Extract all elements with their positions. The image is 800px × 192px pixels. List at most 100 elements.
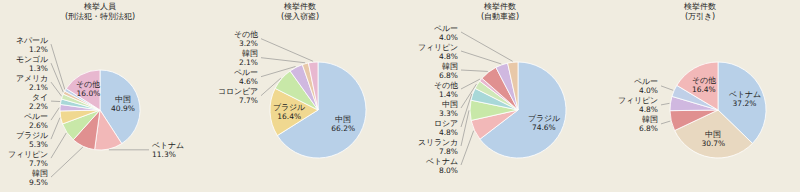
data-label: スリランカ7.8% bbox=[418, 138, 458, 156]
leader-line bbox=[261, 78, 281, 96]
data-label: 中国40.9% bbox=[111, 95, 135, 113]
data-label-category: その他 bbox=[76, 80, 100, 89]
data-label: ブラジル74.6% bbox=[528, 114, 560, 132]
chart-title: 検挙件数(万引き) bbox=[684, 2, 716, 21]
data-label-value: 1.3% bbox=[29, 64, 48, 73]
data-label-category: スリランカ bbox=[418, 138, 458, 147]
figure: 検挙人員(刑法犯・特別法犯)中国40.9%その他16.0%ネパール1.2%モンゴ… bbox=[0, 0, 800, 192]
data-label-category: フィリピン bbox=[418, 43, 458, 52]
data-label-category: ネパール bbox=[16, 36, 48, 45]
data-label: コロンビア7.7% bbox=[218, 87, 258, 105]
data-label-value: 2.2% bbox=[29, 102, 48, 111]
data-label: ベトナム8.0% bbox=[426, 157, 458, 175]
data-label: フィリピン4.8% bbox=[418, 43, 458, 61]
data-label-category: ベトナム bbox=[426, 157, 458, 166]
chart-title-line: (自動車盗) bbox=[481, 12, 519, 21]
data-label: ペルー4.6% bbox=[234, 68, 258, 86]
chart-title: 検挙件数(自動車盗) bbox=[481, 2, 519, 21]
data-label: ブラジル5.3% bbox=[16, 131, 48, 149]
leader-line bbox=[51, 44, 65, 89]
leader-line bbox=[461, 84, 476, 108]
data-label: フィリピン4.8% bbox=[618, 96, 658, 114]
leader-line bbox=[51, 147, 83, 177]
data-label-value: 4.8% bbox=[439, 52, 458, 61]
pie-slice bbox=[508, 62, 518, 110]
leader-line bbox=[51, 133, 66, 158]
data-label-value: 4.6% bbox=[239, 77, 258, 86]
data-label-value: 7.7% bbox=[29, 159, 48, 168]
chart-title-line: (万引き) bbox=[685, 12, 715, 21]
data-label: 中国30.7% bbox=[701, 130, 725, 148]
data-label-value: 37.2% bbox=[733, 99, 757, 108]
data-label-value: 40.9% bbox=[111, 104, 135, 113]
data-label-value: 2.1% bbox=[29, 83, 48, 92]
data-label-value: 3.2% bbox=[239, 39, 258, 48]
pie-panel: 検挙人員(刑法犯・特別法犯) 中国40.9% その他16.0% ネパール1.2%モンゴ… bbox=[8, 2, 184, 187]
data-label-category: その他 bbox=[234, 30, 258, 39]
data-label-category: ブラジル bbox=[273, 103, 305, 112]
leader-line bbox=[51, 118, 60, 139]
data-label-category: ロシア bbox=[434, 119, 458, 128]
data-label-value: 4.8% bbox=[439, 128, 458, 137]
data-label-category: ペルー bbox=[24, 112, 48, 121]
data-label-category: 中国 bbox=[335, 115, 351, 124]
leader-line bbox=[261, 66, 296, 76]
data-label-category: ブラジル bbox=[16, 131, 48, 140]
data-label: 韓国6.8% bbox=[439, 62, 458, 80]
leader-line bbox=[51, 82, 62, 96]
data-label-category: その他 bbox=[692, 76, 716, 85]
data-label-category: 韓国 bbox=[242, 49, 258, 58]
data-label: その他16.0% bbox=[76, 80, 100, 98]
data-label-category: モンゴル bbox=[16, 55, 48, 64]
data-label: その他3.2% bbox=[234, 30, 258, 48]
data-label: 中国66.2% bbox=[331, 115, 355, 133]
leader-line bbox=[661, 103, 669, 105]
data-label-value: 16.4% bbox=[277, 112, 301, 121]
data-label: その他1.4% bbox=[434, 81, 458, 99]
data-label-category: ベトナム bbox=[152, 141, 184, 150]
data-label-value: 3.3% bbox=[439, 109, 458, 118]
data-label: 韓国6.8% bbox=[639, 115, 658, 133]
leader-line bbox=[461, 70, 488, 71]
data-label: ベトナム37.2% bbox=[729, 90, 761, 108]
data-label: アメリカ2.1% bbox=[16, 74, 48, 92]
data-label-category: フィリピン bbox=[8, 150, 48, 159]
slices bbox=[60, 70, 140, 150]
leader-line bbox=[51, 101, 60, 102]
data-label-category: アメリカ bbox=[16, 74, 48, 83]
data-label-category: 韓国 bbox=[642, 115, 658, 124]
data-label-category: タイ bbox=[32, 93, 48, 102]
data-label-category: ペルー bbox=[234, 68, 258, 77]
data-label-value: 2.1% bbox=[239, 58, 258, 67]
leader-line bbox=[461, 131, 474, 165]
chart-title-line: 検挙件数 bbox=[284, 2, 316, 11]
data-label-value: 5.3% bbox=[29, 140, 48, 149]
chart-title: 検挙人員(刑法犯・特別法犯) bbox=[65, 2, 135, 21]
leader-line bbox=[261, 58, 305, 63]
data-label-category: ペルー bbox=[434, 24, 458, 33]
data-label: モンゴル1.3% bbox=[16, 55, 48, 73]
data-label-value: 11.3% bbox=[152, 150, 176, 159]
pie-slice bbox=[66, 70, 100, 110]
data-label-value: 4.8% bbox=[639, 105, 658, 114]
leader-line bbox=[51, 63, 63, 92]
pie-slice bbox=[308, 62, 318, 110]
data-label-category: 中国 bbox=[115, 95, 131, 104]
data-label-value: 16.0% bbox=[77, 89, 101, 98]
leader-line bbox=[109, 149, 149, 150]
data-label: ブラジル16.4% bbox=[273, 103, 305, 121]
data-label: ペルー4.0% bbox=[434, 24, 458, 42]
pie-slice bbox=[670, 110, 718, 131]
leader-line bbox=[661, 86, 673, 90]
chart-title-line: (刑法犯・特別法犯) bbox=[65, 12, 135, 21]
data-label-value: 66.2% bbox=[331, 124, 355, 133]
data-label-value: 9.5% bbox=[29, 178, 48, 187]
data-label-category: ペルー bbox=[634, 77, 658, 86]
data-label-value: 4.0% bbox=[439, 33, 458, 42]
data-label: ロシア4.8% bbox=[434, 119, 458, 137]
data-label-value: 1.2% bbox=[29, 45, 48, 54]
data-label-category: ベトナム bbox=[729, 90, 761, 99]
data-label-value: 16.4% bbox=[692, 85, 716, 94]
chart-title-line: (侵入窃盗) bbox=[281, 12, 319, 21]
data-label-category: 中国 bbox=[442, 100, 458, 109]
